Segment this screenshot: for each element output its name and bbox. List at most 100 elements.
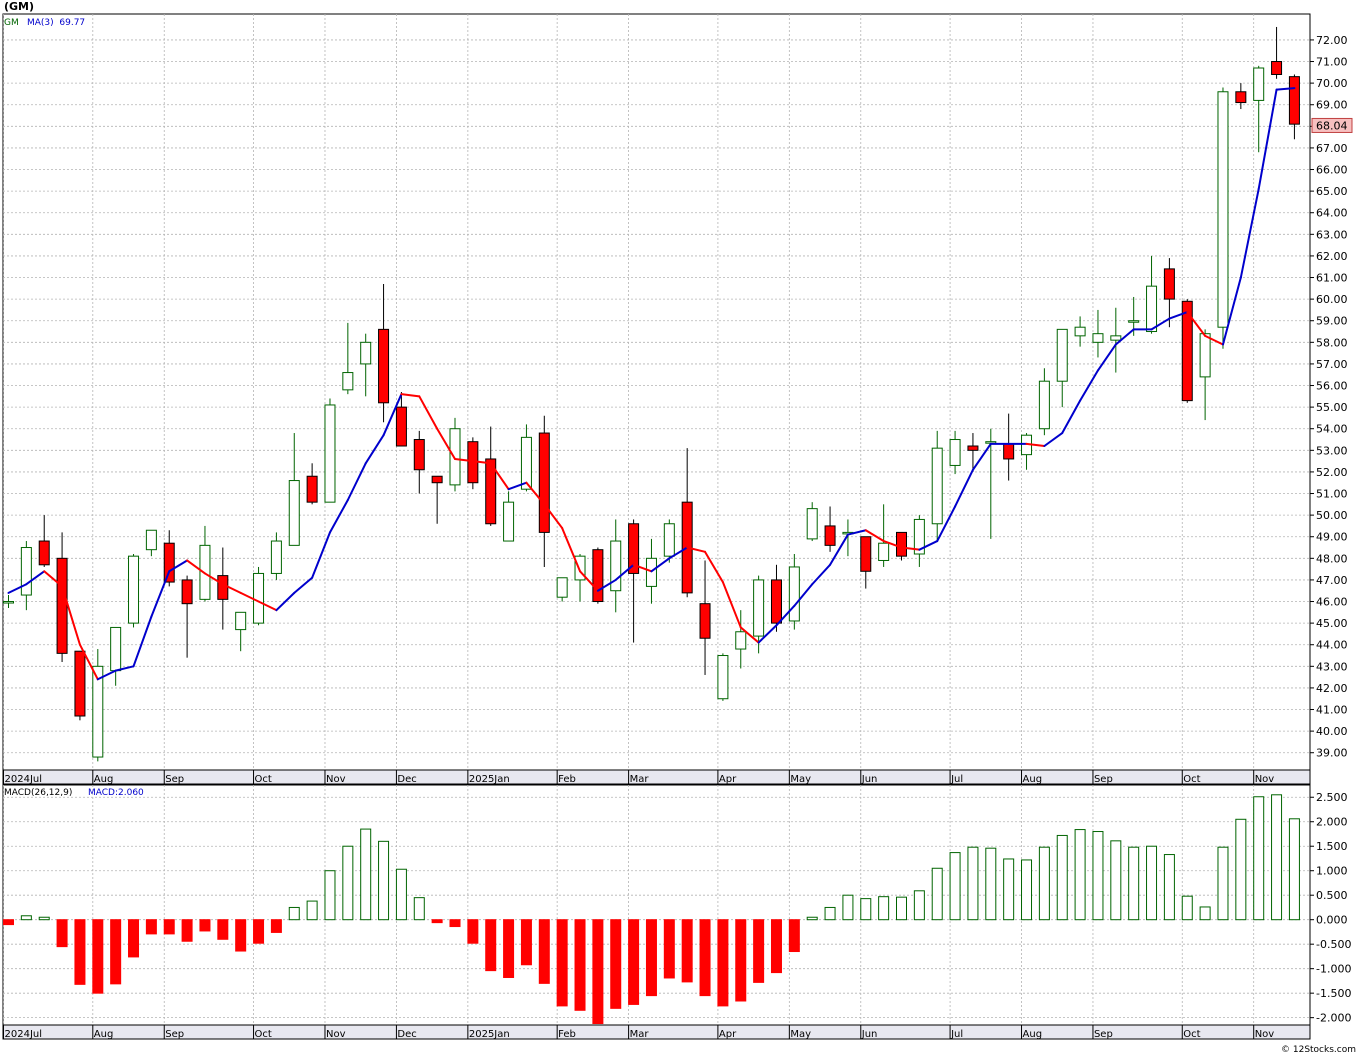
ma-line-segment [25,570,46,586]
candle-down [1163,268,1175,300]
macd-bar-positive [1253,796,1265,921]
macd-bar-positive [913,890,925,921]
candle-up [128,555,140,624]
macd-bar-negative [753,919,765,983]
ma-line-segment [1168,311,1189,320]
price-x-month-label: Sep [165,774,184,785]
ma-line-segment [632,563,653,573]
macd-bar-positive [1271,794,1283,921]
price-y-tick-label: 65.00 [1316,185,1348,198]
macd-y-tick-label: 2.500 [1316,791,1348,804]
price-plot-frame [2,13,1311,771]
ma-line-segment [811,563,832,586]
macd-bar-negative [467,919,479,944]
price-y-tick-label: 40.00 [1316,725,1348,738]
ma-line-segment [489,462,510,491]
candle-down [163,542,175,583]
macd-date-strip [2,1024,1311,1040]
price-x-month-label: 2024Jul [5,774,43,785]
macd-bar-positive [1110,840,1122,921]
price-y-tick-label: 52.00 [1316,466,1348,479]
macd-bar-negative [449,919,461,928]
candle-down [56,557,68,654]
ma-line-segment [7,583,28,594]
macd-bar-positive [1146,845,1158,921]
candle-up [324,404,336,503]
candle-down [860,536,872,572]
ma-line-segment [346,462,367,501]
candle-up [20,547,32,596]
price-x-month-label: Nov [326,774,346,785]
ma-line-segment [257,600,278,612]
macd-bar-negative [217,919,229,940]
macd-bar-negative [56,919,68,948]
macd-bar-positive [1128,846,1140,921]
price-y-tick-label: 45.00 [1316,617,1348,630]
price-y-tick-label: 46.00 [1316,596,1348,609]
price-y-tick-label: 60.00 [1316,293,1348,306]
ma-line-segment [436,427,456,460]
chart-title: (GM) [4,0,34,13]
price-x-month-label: Jun [861,774,878,785]
price-y-tick-label: 54.00 [1316,423,1348,436]
macd-bar-positive [342,845,354,921]
macd-legend-label: MACD(26,12,9) [4,788,72,798]
candle-down [38,540,50,566]
macd-bar-negative [270,919,282,933]
candle-up [913,518,925,555]
candle-up [1146,285,1158,333]
macd-bar-positive [878,896,890,921]
macd-y-tick-label: -1.000 [1316,963,1351,976]
price-y-tick-label: 63.00 [1316,228,1348,241]
candle-down [770,579,782,624]
macd-y-tick-label: 1.000 [1316,865,1348,878]
candle-down [824,525,836,546]
macd-x-month-label: Dec [397,1029,416,1040]
last-price-badge [1311,117,1353,133]
candle-up [663,523,675,557]
macd-y-tick-label: 0.000 [1316,914,1348,927]
ma-line-segment [96,669,117,681]
candle-up [503,501,515,542]
price-x-month-label: 2025Jan [469,774,510,785]
macd-bar-negative [717,919,729,1007]
ma-line-segment [918,540,939,551]
candle-up [1128,320,1140,323]
candle-up [449,428,461,486]
price-y-tick-label: 62.00 [1316,250,1348,263]
price-y-tick-label: 44.00 [1316,639,1348,652]
price-y-tick-label: 50.00 [1316,509,1348,522]
macd-bar-positive [378,840,390,921]
ma-line-segment [186,559,206,575]
price-y-tick-label: 39.00 [1316,747,1348,760]
macd-x-month-label: Mar [630,1029,650,1040]
candle-up [110,626,122,672]
ma-line-segment [1079,369,1099,402]
candle-up [270,540,282,574]
price-x-month-label: Oct [255,774,272,785]
price-x-month-label: May [790,774,811,785]
macd-bar-negative [163,919,175,935]
price-y-tick-label: 70.00 [1316,77,1348,90]
ma-line-segment [364,434,385,465]
macd-x-month-label: Oct [255,1029,272,1040]
macd-bar-positive [38,916,50,921]
ma-line-segment [400,393,421,398]
macd-bar-positive [1092,831,1104,921]
candle-up [788,566,800,622]
macd-bar-negative [503,919,515,978]
ma-line-segment [614,563,635,581]
macd-bar-negative [235,919,247,952]
ma-line-segment [1221,276,1242,346]
ma-line-segment [900,546,921,551]
macd-x-month-label: 2025Jan [469,1029,510,1040]
credit-text: © 12Stocks.com [1281,1045,1356,1055]
macd-x-month-label: Aug [1023,1029,1043,1040]
ma-line-segment [1186,311,1207,337]
macd-bar-positive [1021,859,1033,921]
ma-line-segment [1096,343,1117,372]
ma-line-segment [775,604,796,627]
price-x-month-label: Feb [558,774,576,785]
macd-bar-negative [253,919,265,944]
price-x-month-label: Sep [1094,774,1113,785]
